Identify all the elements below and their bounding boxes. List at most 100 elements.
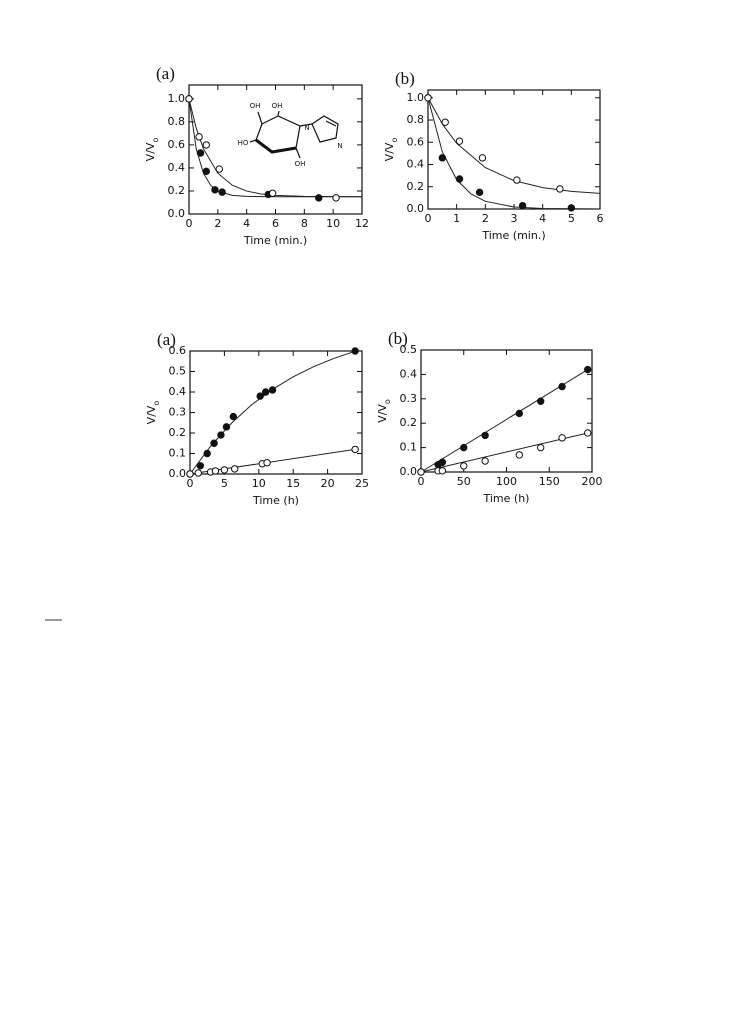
- structure-label: HO: [238, 139, 249, 147]
- open-point: [460, 462, 468, 470]
- y-axis-label: V/Vo: [376, 399, 392, 423]
- chemical-structure: [249, 110, 339, 159]
- filled-point: [460, 443, 468, 452]
- filled-point: [518, 201, 527, 210]
- filled-point: [315, 194, 323, 202]
- y-tick-label: 0.5: [400, 343, 418, 356]
- y-tick-label: 1.0: [168, 92, 186, 105]
- open-point: [515, 451, 524, 459]
- filled-point: [196, 462, 205, 470]
- y-tick-label: 0.2: [169, 426, 187, 439]
- open-point: [186, 470, 194, 478]
- x-tick-label: 15: [286, 477, 300, 490]
- x-tick-label: 10: [252, 477, 266, 490]
- y-tick-label: 0.3: [169, 406, 187, 419]
- open-point: [268, 189, 277, 197]
- y-tick-label: 1.0: [407, 91, 425, 104]
- x-tick-label: 8: [301, 217, 308, 230]
- panel-label: (b): [395, 69, 415, 88]
- y-tick-label: 0.4: [407, 158, 425, 171]
- structure-label: N: [337, 142, 342, 150]
- fit-curve: [427, 97, 601, 194]
- x-tick-label: 3: [511, 212, 518, 225]
- x-tick-label: 5: [221, 477, 228, 490]
- x-tick-label: 4: [243, 217, 250, 230]
- y-tick-label: 0.4: [400, 367, 418, 380]
- filled-point: [261, 388, 270, 396]
- panel-label: (a): [157, 330, 176, 349]
- y-tick-label: 0.6: [169, 344, 187, 357]
- y-tick-label: 0.6: [168, 138, 186, 151]
- y-tick-label: 0.0: [168, 207, 186, 220]
- structure-label: OH: [272, 102, 283, 110]
- filled-point: [196, 149, 205, 157]
- open-point: [478, 154, 487, 162]
- filled-point: [567, 204, 576, 212]
- open-point: [202, 141, 211, 149]
- y-axis-label-sub: o: [383, 399, 392, 404]
- filled-point: [203, 449, 211, 458]
- y-tick-label: 0.8: [407, 113, 425, 126]
- open-point: [438, 467, 447, 475]
- open-point: [211, 467, 220, 475]
- x-tick-label: 0: [425, 212, 432, 225]
- filled-point: [438, 458, 447, 466]
- y-tick-label: 0.1: [169, 447, 187, 460]
- x-tick-label: 5: [568, 212, 575, 225]
- x-tick-label: 0: [186, 217, 193, 230]
- y-axis-label: V/Vo: [144, 138, 160, 162]
- open-point: [215, 165, 223, 173]
- y-tick-label: 0.4: [169, 385, 187, 398]
- filled-point: [475, 188, 484, 197]
- y-tick-label: 0.2: [400, 416, 418, 429]
- y-tick-label: 0.0: [400, 465, 418, 478]
- y-tick-label: 0.2: [407, 180, 425, 193]
- x-tick-label: 150: [539, 475, 560, 488]
- filled-point: [218, 188, 226, 196]
- x-tick-label: 25: [355, 477, 369, 490]
- filled-point: [256, 392, 264, 400]
- x-axis-label: Time (h): [252, 494, 299, 507]
- y-tick-label: 0.5: [169, 365, 187, 378]
- x-tick-label: 2: [214, 217, 221, 230]
- x-tick-label: 100: [496, 475, 517, 488]
- open-point: [417, 468, 425, 476]
- x-tick-label: 6: [597, 212, 604, 225]
- x-tick-label: 2: [482, 212, 489, 225]
- open-point: [513, 176, 521, 184]
- y-axis-label: V/Vo: [383, 138, 399, 162]
- x-tick-label: 1: [453, 212, 460, 225]
- y-tick-label: 0.4: [168, 161, 186, 174]
- y-tick-label: 0.0: [407, 202, 425, 215]
- x-tick-label: 4: [539, 212, 546, 225]
- filled-point: [438, 154, 447, 162]
- open-point: [481, 457, 489, 465]
- filled-point: [537, 397, 545, 405]
- structure-label: OH: [295, 160, 306, 168]
- x-tick-label: 0: [187, 477, 194, 490]
- filled-point: [217, 431, 225, 439]
- chart: 0 50 100 150 200 0.0 0.1 0.2 0.3 0.4 0.5 Time (h) V/…: [376, 329, 603, 505]
- open-point: [455, 137, 464, 145]
- x-tick-label: 6: [272, 217, 279, 230]
- y-axis-label-main: V/V: [383, 142, 396, 161]
- y-tick-label: 0.3: [400, 392, 418, 405]
- filled-point: [202, 167, 211, 176]
- open-point: [194, 469, 202, 477]
- chart: 0 5 10 15 20 25 0.0 0.1 0.2 0.3 0.4 0.5 0.6 Time (h) V…: [145, 330, 369, 507]
- chart: 0 2 4 6 8 10 12 0.0 0.2 0.4 0.6 0.8 1.0 Time (min.) V/…: [144, 64, 369, 247]
- open-point: [556, 185, 564, 193]
- structure-label: OH: [250, 102, 261, 110]
- open-point: [185, 95, 193, 103]
- x-axis-label: Time (min.): [243, 234, 307, 247]
- ring-front: [255, 138, 297, 154]
- open-point: [424, 94, 432, 102]
- x-tick-label: 12: [355, 217, 369, 230]
- filled-point: [558, 382, 566, 391]
- x-tick-label: 20: [321, 477, 335, 490]
- y-tick-label: 0.1: [400, 441, 418, 454]
- filled-point: [481, 431, 489, 440]
- open-point: [332, 194, 340, 202]
- imidazole: [311, 115, 339, 143]
